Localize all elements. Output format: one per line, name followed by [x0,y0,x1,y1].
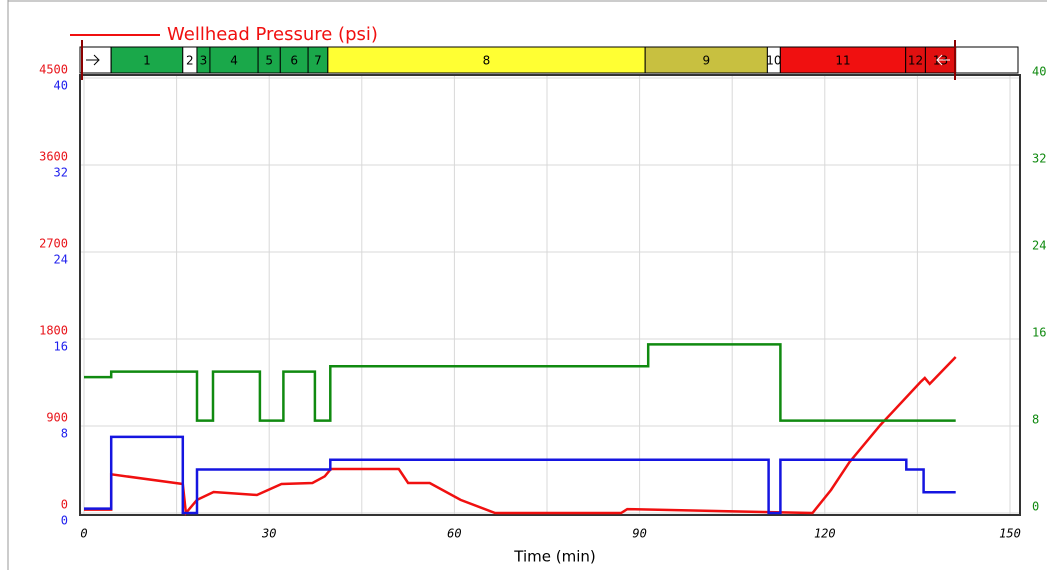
stage-markers [81,40,956,80]
y3-tick-label: 24 [1032,239,1046,253]
y3-tick-label: 0 [1032,500,1039,514]
y2-tick-label: 16 [54,340,68,354]
stage-label: 9 [702,54,710,68]
y-tick-label: 3600 [39,150,68,164]
y3-tick-label: 32 [1032,152,1046,166]
x-tick-label: 90 [632,527,646,541]
stage-label: 2 [186,54,194,68]
stage-bar: 1 2 3 4 5 6 7 8 9 10 11 12 13 [79,46,1019,74]
arrow-icon [936,54,950,66]
x-tick-label: 60 [447,527,461,541]
y-tick-label: 1800 [39,324,68,338]
stage-empty [954,46,1019,74]
legend-label: Wellhead Pressure (psi) [167,24,378,45]
y3-tick-label: 8 [1032,413,1039,427]
stage-label: 8 [483,54,491,68]
series [84,343,957,517]
y2-tick-label: 8 [61,427,68,441]
stage [209,46,259,74]
x-tick-label: 120 [814,527,836,541]
stage-label: 1 [143,54,151,68]
stage-label: 11 [835,54,850,68]
y2-tick-label: 40 [54,79,68,93]
y-tick-label: 0 [61,498,68,512]
series-line [84,435,956,515]
y2-tick-label: 32 [54,166,68,180]
series-line [84,356,957,517]
y-tick-label: 2700 [39,237,68,251]
y3-tick-label: 16 [1032,326,1046,340]
stage [327,46,646,74]
stage-label: 6 [290,54,298,68]
stage-label: 3 [200,54,208,68]
y2-tick-label: 24 [54,253,68,267]
y-tick-label: 900 [46,411,68,425]
x-axis-title: Time (min) [513,548,595,566]
x-tick-label: 150 [999,527,1021,541]
y-tick-label: 4500 [39,63,68,77]
stage [279,46,309,74]
y3-tick-label: 40 [1032,65,1046,79]
stage [779,46,907,74]
stage-label: 7 [314,54,322,68]
stage-label: 12 [908,54,923,68]
stage-label: 4 [230,54,238,68]
x-tick-label: 0 [80,527,87,541]
y2-tick-label: 0 [61,514,68,528]
stage-label: 5 [265,54,273,68]
x-tick-label: 30 [261,527,276,541]
stage-label: 10 [766,54,781,68]
arrow-icon [86,54,100,66]
series-line [84,343,956,422]
plot-area [79,74,1021,516]
